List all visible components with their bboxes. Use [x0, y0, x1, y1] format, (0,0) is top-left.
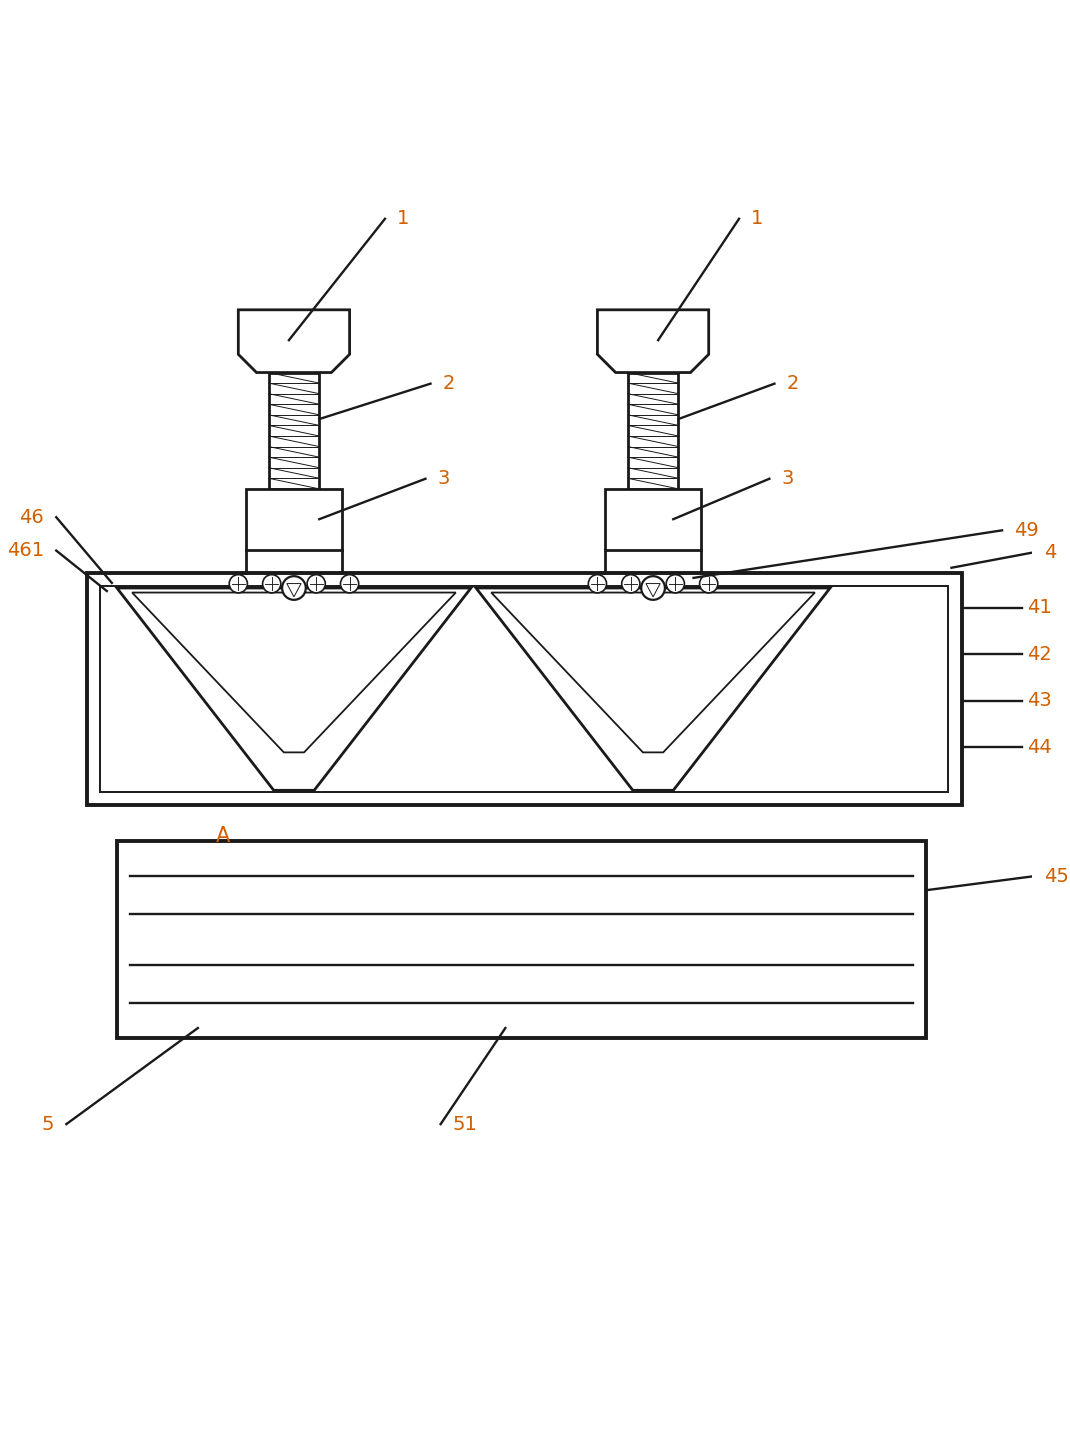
Text: 461: 461: [7, 541, 44, 560]
Text: 41: 41: [1027, 599, 1052, 617]
Text: 5: 5: [42, 1115, 55, 1134]
Bar: [117, 840, 927, 1038]
Bar: [246, 489, 342, 550]
Text: 49: 49: [1014, 521, 1039, 540]
Bar: [87, 573, 962, 806]
Text: 4: 4: [1044, 543, 1057, 563]
Bar: [269, 373, 319, 489]
Circle shape: [282, 576, 306, 600]
Text: 1: 1: [751, 209, 764, 229]
Circle shape: [700, 574, 718, 593]
Circle shape: [622, 574, 640, 593]
Bar: [605, 489, 701, 550]
Bar: [100, 586, 948, 793]
Circle shape: [307, 574, 325, 593]
Bar: [628, 373, 678, 489]
Text: 2: 2: [786, 374, 799, 393]
Polygon shape: [597, 309, 708, 373]
Text: A: A: [216, 826, 230, 846]
Circle shape: [667, 574, 685, 593]
Polygon shape: [239, 309, 350, 373]
Circle shape: [262, 574, 280, 593]
Text: 42: 42: [1027, 645, 1052, 663]
Text: 3: 3: [438, 469, 450, 488]
Text: 51: 51: [453, 1115, 477, 1134]
Circle shape: [641, 576, 664, 600]
Text: 2: 2: [443, 374, 455, 393]
Text: 46: 46: [19, 508, 44, 527]
Text: 45: 45: [1044, 866, 1069, 886]
Circle shape: [229, 574, 247, 593]
Text: 3: 3: [781, 469, 794, 488]
Text: 1: 1: [397, 209, 410, 229]
Circle shape: [340, 574, 358, 593]
Text: 43: 43: [1027, 691, 1052, 711]
Circle shape: [588, 574, 607, 593]
Text: 44: 44: [1027, 738, 1052, 757]
